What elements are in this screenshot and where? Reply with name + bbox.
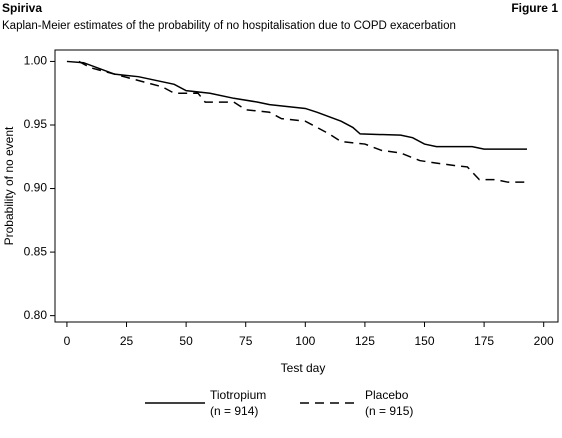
y-tick-label: 0.80 xyxy=(24,308,48,322)
page-title: Spiriva xyxy=(2,1,42,15)
x-tick-label: 25 xyxy=(120,334,134,348)
x-tick-label: 125 xyxy=(355,334,375,348)
plot-frame xyxy=(54,49,559,323)
x-tick-label: 175 xyxy=(474,334,494,348)
chart-title: Kaplan-Meier estimates of the probabilit… xyxy=(2,20,456,32)
km-curve xyxy=(66,60,528,150)
legend-count: (n = 914) xyxy=(210,404,258,418)
y-tick-label: 0.90 xyxy=(24,181,48,195)
y-tick-label: 0.95 xyxy=(24,117,48,131)
y-tick-label: 0.85 xyxy=(24,244,48,258)
y-axis-label: Probability of no event xyxy=(2,126,16,245)
x-tick-label: 150 xyxy=(414,334,434,348)
legend-label: Tiotropium xyxy=(210,388,266,402)
x-tick-label: 0 xyxy=(64,334,71,348)
legend-count: (n = 915) xyxy=(365,404,413,418)
x-axis-label: Test day xyxy=(281,361,326,375)
x-tick-label: 200 xyxy=(534,334,554,348)
km-curve xyxy=(78,60,528,183)
x-tick-label: 75 xyxy=(239,334,253,348)
x-tick-label: 50 xyxy=(179,334,193,348)
figure-label: Figure 1 xyxy=(511,1,558,15)
legend-label: Placebo xyxy=(365,388,409,402)
y-tick-label: 1.00 xyxy=(24,54,48,68)
x-tick-label: 100 xyxy=(295,334,315,348)
